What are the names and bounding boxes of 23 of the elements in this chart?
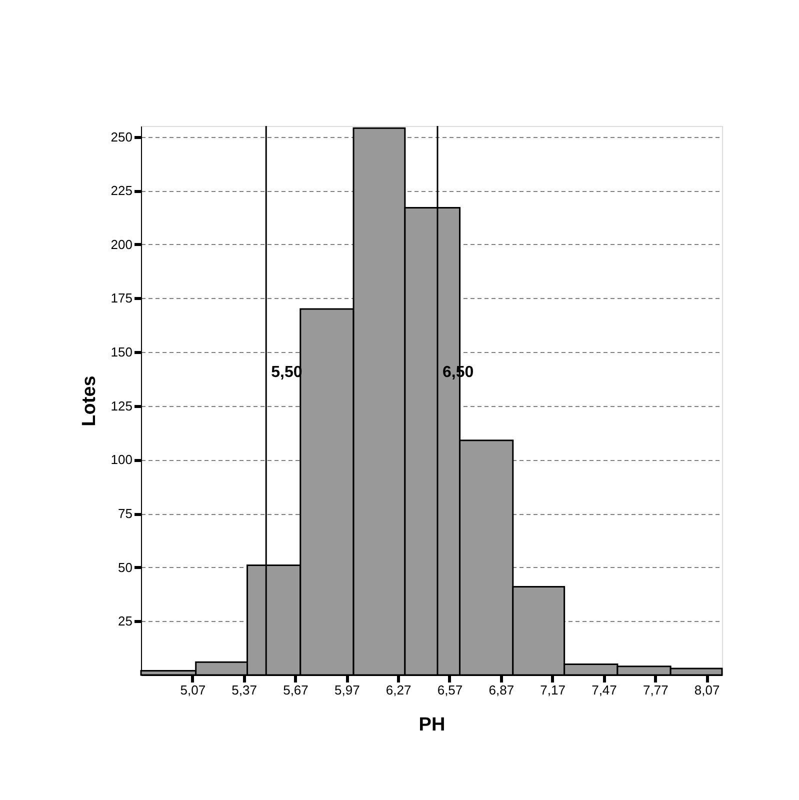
y-axis-title: Lotes [78, 376, 100, 426]
x-tick-label: 6,87 [488, 682, 514, 698]
y-tick-label: 150 [110, 344, 132, 360]
y-tick-label: 175 [110, 290, 132, 306]
y-tick-label: 50 [118, 560, 132, 575]
y-tick-label: 125 [110, 398, 132, 414]
x-tick-label: 7,77 [643, 682, 668, 698]
x-tick-label: 5,67 [283, 682, 308, 698]
y-tick-label: 100 [110, 452, 132, 468]
x-tick-label: 5,07 [180, 682, 206, 698]
x-tick-label: 5,37 [232, 682, 257, 698]
x-tick-label: 5,97 [334, 682, 360, 698]
x-axis-title: PH [418, 714, 446, 736]
y-tick-label: 75 [118, 506, 132, 522]
x-tick-label: 8,07 [694, 682, 720, 698]
y-tick-label: 25 [118, 614, 132, 629]
x-tick-label: 7,47 [592, 682, 617, 698]
x-tick-label: 6,57 [437, 682, 463, 698]
y-tick-label: 200 [110, 236, 132, 252]
x-tick-label: 6,27 [386, 682, 412, 698]
y-tick-label: 250 [110, 129, 132, 144]
x-tick-label: 7,17 [540, 682, 566, 698]
y-tick-label: 225 [110, 183, 132, 198]
